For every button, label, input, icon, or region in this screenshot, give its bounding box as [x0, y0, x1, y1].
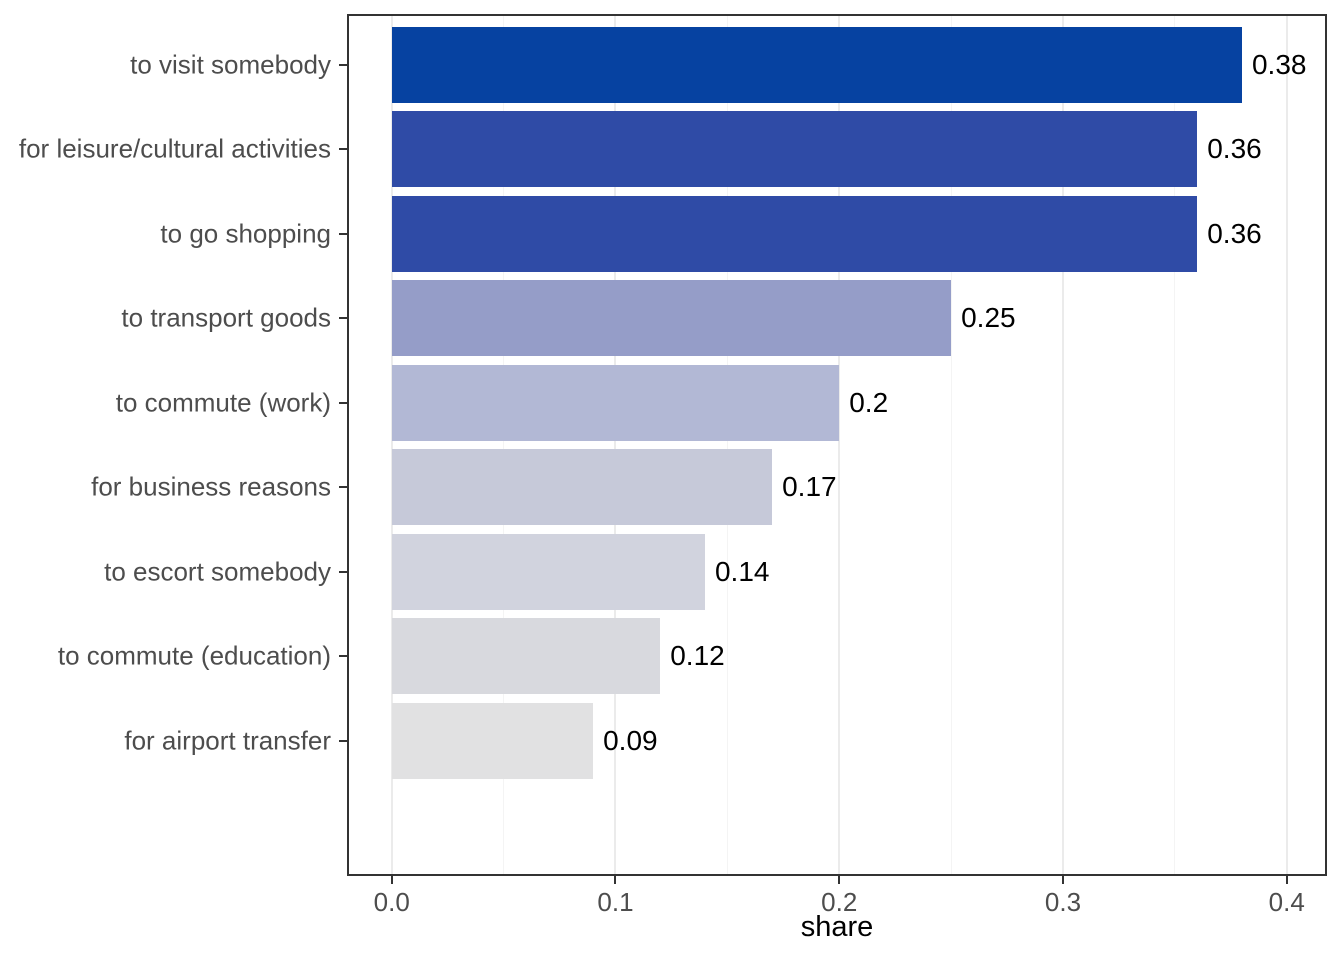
y-axis-tick: [339, 655, 347, 658]
plot-panel: 0.38 0.36 0.36 0.25 0.2 0.17 0.14 0.12 0.09: [347, 14, 1327, 876]
x-axis-title: share: [800, 911, 874, 943]
x-axis-tick-label: 0.4: [1268, 887, 1305, 917]
bar-value-label: 0.25: [961, 302, 1016, 334]
major-gridline: [838, 14, 841, 876]
bar: [391, 26, 1242, 103]
bar-value-label: 0.38: [1251, 48, 1307, 80]
major-gridline: [390, 14, 393, 876]
bar: [391, 449, 773, 526]
x-axis-tick-label: 0.0: [373, 887, 410, 917]
minor-gridline: [503, 14, 505, 876]
major-gridline: [1061, 14, 1064, 876]
y-axis-tick: [339, 63, 347, 66]
bar-value-label: 0.09: [603, 724, 658, 756]
bar: [391, 280, 952, 357]
x-axis-tick-label: 0.1: [597, 887, 634, 917]
bar-value-label: 0.12: [670, 640, 725, 672]
x-axis-tick: [614, 876, 617, 884]
y-axis-label: to visit somebody: [130, 49, 331, 80]
y-axis-label: to commute (work): [115, 387, 331, 418]
y-axis-tick: [339, 570, 347, 573]
y-axis-tick: [339, 739, 347, 742]
bar-value-label: 0.36: [1207, 133, 1262, 165]
bar: [391, 533, 705, 610]
major-gridline: [1285, 14, 1288, 876]
bar-value-label: 0.14: [714, 555, 770, 587]
x-axis-tick-label: 0.2: [821, 887, 858, 917]
y-axis-label: to transport goods: [121, 302, 331, 333]
bar: [391, 702, 594, 779]
y-axis-label: for business reasons: [91, 471, 331, 502]
y-axis-tick: [339, 232, 347, 235]
minor-gridline: [950, 14, 952, 876]
minor-gridline: [726, 14, 728, 876]
bar: [391, 364, 840, 441]
bar: [391, 618, 661, 695]
y-axis-label: to escort somebody: [104, 556, 331, 587]
y-axis-label: to go shopping: [160, 218, 331, 249]
y-axis-tick: [339, 317, 347, 320]
y-axis-label: for airport transfer: [124, 725, 331, 756]
minor-gridline: [1174, 14, 1176, 876]
bar: [391, 111, 1198, 188]
y-axis-label: to commute (education): [57, 640, 331, 671]
y-axis-label: for leisure/cultural activities: [18, 133, 331, 164]
bar-value-label: 0.36: [1207, 217, 1262, 249]
y-axis-tick: [339, 401, 347, 404]
x-axis: 0.0 0.1 0.2 0.3 0.4: [347, 876, 1327, 936]
y-axis-tick: [339, 148, 347, 151]
y-axis: to visit somebody for leisure/cultural ac…: [0, 14, 347, 876]
major-gridline: [614, 14, 617, 876]
x-axis-tick: [390, 876, 393, 884]
y-axis-tick: [339, 486, 347, 489]
bar-value-label: 0.17: [782, 471, 837, 503]
x-axis-tick: [838, 876, 841, 884]
bar: [391, 195, 1198, 272]
x-axis-tick-label: 0.3: [1044, 887, 1082, 917]
bar-value-label: 0.2: [849, 386, 889, 418]
x-axis-tick: [1285, 876, 1288, 884]
x-axis-tick: [1061, 876, 1064, 884]
